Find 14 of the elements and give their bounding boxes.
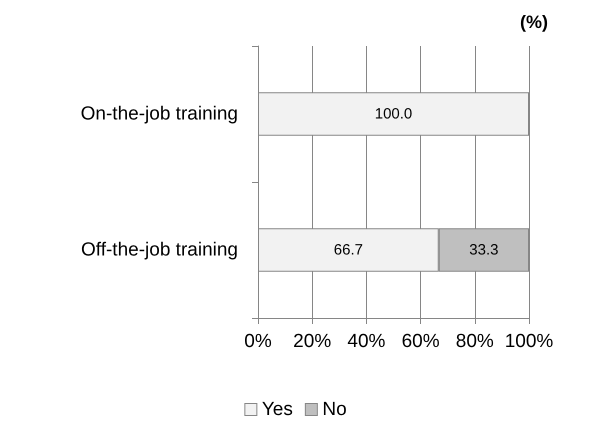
data-label: 100.0: [374, 106, 412, 122]
data-label: 66.7: [334, 242, 363, 258]
x-tick-label: 40%: [347, 331, 386, 352]
x-tick-label: 60%: [402, 331, 440, 352]
x-tick-label: 100%: [504, 331, 554, 352]
x-tick-label: 20%: [293, 331, 332, 352]
legend-label: No: [322, 399, 347, 420]
chart-title: (%): [520, 12, 548, 32]
x-tick-label: 0%: [244, 331, 272, 352]
y-tick-label: On-the-job training: [80, 104, 238, 124]
data-label: 33.3: [469, 242, 498, 258]
x-tick-label: 80%: [456, 331, 494, 352]
y-tick-label: Off-the-job training: [80, 240, 238, 260]
legend-label: Yes: [262, 399, 293, 420]
